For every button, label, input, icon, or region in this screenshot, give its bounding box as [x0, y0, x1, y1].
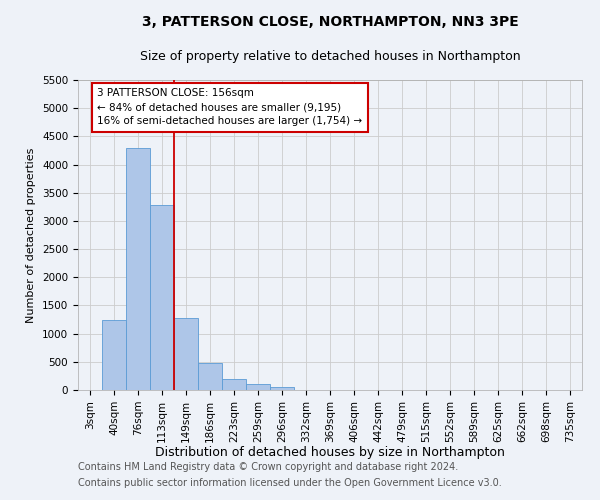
- X-axis label: Distribution of detached houses by size in Northampton: Distribution of detached houses by size …: [155, 446, 505, 459]
- Text: Contains HM Land Registry data © Crown copyright and database right 2024.: Contains HM Land Registry data © Crown c…: [78, 462, 458, 472]
- Text: 3 PATTERSON CLOSE: 156sqm
← 84% of detached houses are smaller (9,195)
16% of se: 3 PATTERSON CLOSE: 156sqm ← 84% of detac…: [97, 88, 362, 126]
- Text: Contains public sector information licensed under the Open Government Licence v3: Contains public sector information licen…: [78, 478, 502, 488]
- Y-axis label: Number of detached properties: Number of detached properties: [26, 148, 37, 322]
- Bar: [222, 378, 246, 390]
- Bar: [270, 386, 294, 390]
- Bar: [246, 384, 270, 390]
- Bar: [150, 205, 174, 390]
- Text: 3, PATTERSON CLOSE, NORTHAMPTON, NN3 3PE: 3, PATTERSON CLOSE, NORTHAMPTON, NN3 3PE: [142, 15, 518, 29]
- Text: Size of property relative to detached houses in Northampton: Size of property relative to detached ho…: [140, 50, 520, 63]
- Bar: [102, 320, 126, 390]
- Bar: [174, 318, 198, 390]
- Bar: [126, 148, 150, 390]
- Bar: [198, 363, 222, 390]
